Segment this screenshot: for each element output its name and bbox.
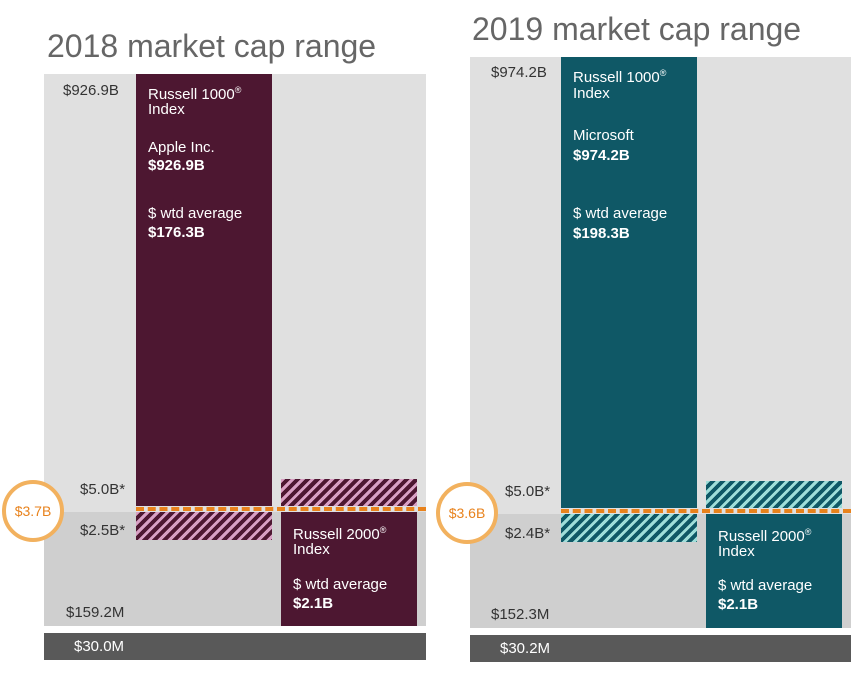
- largest-company-value: $926.9B: [148, 157, 205, 174]
- r2000-wtd-average-label: $ wtd average: [718, 577, 813, 594]
- largest-company-value: $974.2B: [573, 147, 630, 164]
- chart-title-2019: 2019 market cap range: [472, 11, 802, 47]
- russell-2000-name-line2: Index: [293, 541, 330, 558]
- russell-2000-name: Russell 2000®: [718, 527, 812, 545]
- russell-1000-name: Russell 1000®: [148, 85, 242, 103]
- floor-band: $30.2M: [470, 635, 851, 662]
- floor-band: $30.0M: [44, 633, 426, 660]
- wtd-average-value: $176.3B: [148, 224, 205, 241]
- russell-1000-overlap-hatch: [136, 512, 272, 540]
- russell-2000-name: Russell 2000®: [293, 525, 387, 543]
- russell-1000-overlap-hatch: [561, 514, 697, 542]
- divider-line: [44, 626, 426, 629]
- y-label-r2000-top: $2.5B*: [80, 522, 126, 539]
- russell-1000-name-line2: Index: [148, 101, 185, 118]
- russell-1000-bar: Russell 1000® Index Apple Inc. $926.9B $…: [136, 74, 272, 506]
- wtd-average-label: $ wtd average: [148, 205, 243, 222]
- russell-1000-name-line2: Index: [573, 85, 610, 102]
- y-label-r1000-bottom: $5.0B*: [80, 481, 126, 498]
- y-label-low: $152.3M: [491, 606, 550, 623]
- russell-1000-bar: Russell 1000® Index Microsoft $974.2B $ …: [561, 57, 697, 508]
- floor-label: $30.2M: [500, 640, 551, 657]
- y-label-low: $159.2M: [66, 604, 125, 621]
- breakpoint-badge: $3.6B: [436, 482, 498, 544]
- russell-2000-overlap-hatch: [281, 479, 417, 506]
- r2000-wtd-average-label: $ wtd average: [293, 576, 388, 593]
- divider-line: [470, 628, 851, 631]
- wtd-average-value: $198.3B: [573, 225, 630, 242]
- russell-2000-bar: Russell 2000® Index $ wtd average $2.1B: [281, 512, 417, 626]
- y-label-top: $974.2B: [491, 64, 547, 81]
- y-label-r2000-top: $2.4B*: [505, 525, 551, 542]
- russell-1000-name: Russell 1000®: [573, 68, 667, 86]
- breakpoint-line: [136, 507, 426, 511]
- russell-2000-overlap-hatch: [706, 481, 842, 508]
- wtd-average-label: $ wtd average: [573, 205, 668, 222]
- breakpoint-badge: $3.7B: [2, 480, 64, 542]
- y-label-r1000-bottom: $5.0B*: [505, 483, 551, 500]
- largest-company-label: Apple Inc.: [148, 139, 215, 156]
- russell-2000-name-line2: Index: [718, 543, 755, 560]
- largest-company-label: Microsoft: [573, 127, 634, 144]
- chart-title-2018: 2018 market cap range: [47, 28, 377, 64]
- y-label-top: $926.9B: [63, 82, 119, 99]
- r2000-wtd-average-value: $2.1B: [718, 596, 759, 613]
- breakpoint-line: [561, 509, 851, 513]
- floor-label: $30.0M: [74, 638, 125, 655]
- r2000-wtd-average-value: $2.1B: [293, 595, 334, 612]
- russell-2000-bar: Russell 2000® Index $ wtd average $2.1B: [706, 514, 842, 628]
